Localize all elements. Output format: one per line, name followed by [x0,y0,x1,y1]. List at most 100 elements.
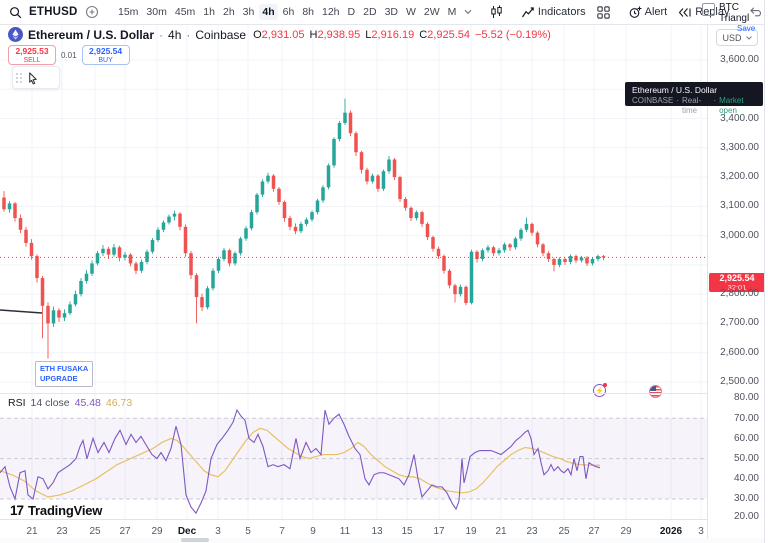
ohlc-key: H [309,28,318,41]
separator: · [676,95,680,105]
axis-time-label: 21 [495,526,507,537]
timeframe-1h[interactable]: 1h [200,4,219,20]
buy-price: 2,925.54 [89,45,123,56]
symbol-legend[interactable]: Ethereum / U.S. Dollar · 4h · Coinbase O… [8,27,551,42]
chart-style-candles-icon[interactable] [487,3,506,21]
pane-divider[interactable] [0,393,707,394]
ohlc-key: C [419,28,428,41]
ohlc-value: 2,938.95 [317,28,361,41]
bottom-strip [0,538,768,543]
layout-grid-icon[interactable] [594,4,613,21]
timeframe-M[interactable]: M [444,4,460,20]
timeframe-15m[interactable]: 15m [114,4,141,20]
rsi-name: RSI [8,397,26,409]
undo-icon[interactable] [745,4,766,20]
last-price-badge: 2,925.54 32:01 [709,273,765,292]
timeframe-3D[interactable]: 3D [381,4,401,20]
separator: · [186,27,191,42]
search-icon[interactable] [6,4,25,21]
axis-price-label: 3,000.00 [720,230,759,241]
sell-label: SELL [23,56,41,64]
timeframe-45m[interactable]: 45m [171,4,198,20]
sell-price: 2,925.53 [15,45,49,56]
ohlc-item: H2,938.95 [309,29,360,41]
timeframe-group: 15m 30m 45m 1h 2h 3h 4h 6h 8h 12h D 2D 3D W 2W M [114,4,459,20]
chevron-down-icon[interactable] [461,7,475,17]
price-axis[interactable]: USD 2,925.54 32:01 3,600.003,500.003,400… [707,24,766,543]
timeframe-2h[interactable]: 2h [219,4,238,20]
right-panel-edge[interactable] [764,0,768,543]
tooltip-feed: Real-time [682,95,702,116]
event-sync-icon[interactable]: ⚡ [593,383,607,397]
ohlc-value: 2,931.05 [261,28,305,41]
axis-price-label: 30.00 [733,493,759,504]
currency-selector[interactable]: USD [716,29,758,46]
event-flag-icon[interactable] [649,385,662,398]
indicators-button[interactable]: Indicators [518,4,589,21]
layout-name[interactable]: BTC Triangl [719,2,750,24]
buy-button[interactable]: 2,925.54 BUY [81,45,130,65]
timeframe-30m[interactable]: 30m [143,4,170,20]
timeframe-2W[interactable]: 2W [420,4,443,20]
axis-time-label: 23 [526,526,538,537]
alert-button[interactable]: Alert [625,3,671,21]
axis-price-label: 3,100.00 [720,200,759,211]
ohlc-key: O [253,28,262,41]
watchlist-checkbox[interactable] [702,3,715,16]
timeframe-4h[interactable]: 4h [258,4,279,20]
timeframe-2D[interactable]: 2D [360,4,380,20]
top-toolbar: ETHUSD 15m 30m 45m 1h 2h 3h 4h 6h 8h 12h D 2D 3D W 2W M… [0,0,765,25]
axis-time-label: 3 [698,526,704,537]
rsi-params: 14 close [30,397,70,409]
axis-time-label: Dec [177,526,197,537]
drag-handle[interactable] [16,72,22,83]
layout-name-group: BTC Triangl Save [702,2,764,33]
sell-button[interactable]: 2,925.53 SELL [8,45,56,65]
timeframe-3h[interactable]: 3h [239,4,258,20]
rsi-legend[interactable]: RSI 14 close 45.48 46.73 [8,397,132,409]
symbol-interval: 4h [168,27,182,42]
timeframe-8h[interactable]: 8h [299,4,318,20]
ohlc-item: C2,925.54 [419,29,470,41]
pane-collapse-handle[interactable] [181,538,209,542]
tradingview-mark: 17 [10,503,24,518]
axis-time-label: 17 [433,526,445,537]
tradingview-logo[interactable]: 17 TradingView [10,503,102,518]
timeframe-6h[interactable]: 6h [279,4,298,20]
tooltip-title: Ethereum / U.S. Dollar [632,85,718,95]
axis-time-label: 27 [119,526,131,537]
rsi-value: 45.48 [74,397,101,409]
ohlc-item: O2,931.05 [253,29,304,41]
cursor-tool-icon[interactable] [26,71,39,85]
symbol-exchange: Coinbase [195,27,247,42]
save-layout-link[interactable]: Save [737,24,756,33]
separator: · [159,27,164,42]
axis-time-label: 13 [371,526,383,537]
axis-price-label: 3,600.00 [720,54,759,65]
timeframe-12h[interactable]: 12h [319,4,344,20]
ohlc-values: O2,931.05 H2,938.95 L2,916.19 C2,925.54 [253,29,470,41]
axis-price-label: 40.00 [733,473,759,484]
axis-price-label: 60.00 [733,433,759,444]
chart-text-label[interactable]: ETH FUSAKA UPGRADE [35,361,94,387]
axis-price-label: 2,700.00 [720,317,759,328]
separator: · [713,95,717,105]
ohlc-key: L [365,28,372,41]
symbol-name: Ethereum / U.S. Dollar [28,27,155,42]
symbol-search-button[interactable]: ETHUSD [29,6,78,18]
trade-buttons: 2,925.53 SELL 0.01 2,925.54 BUY [8,45,130,65]
timeframe-W[interactable]: W [403,4,420,20]
axis-price-label: 2,800.00 [720,288,759,299]
axis-time-label: 27 [588,526,600,537]
bar-countdown: 32:01 [727,283,747,292]
timeframe-D[interactable]: D [344,4,359,20]
compare-add-icon[interactable] [82,3,102,21]
axis-time-label: 29 [151,526,163,537]
ohlc-value: 2,925.54 [427,28,470,41]
axis-time-label: 29 [620,526,632,537]
axis-time-label: 7 [279,526,285,537]
axis-time-label: 23 [56,526,68,537]
axis-price-label: 3,300.00 [720,142,759,153]
